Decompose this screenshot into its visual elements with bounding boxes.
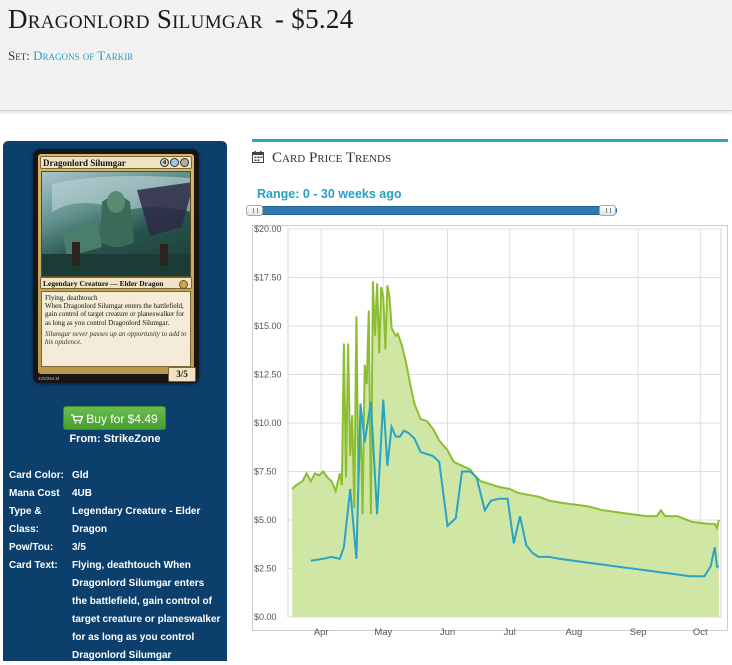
card-image-rules-1: Flying, deathtouch [45,294,98,302]
y-tick-label: $0.00 [254,612,277,622]
buy-button[interactable]: Buy for $4.49 [63,406,166,430]
card-image-pt: 3/5 [168,367,196,382]
mana-generic-icon: 4 [160,158,169,167]
range-slider-handle-start[interactable] [246,205,263,216]
card-name: Dragonlord Silumgar [8,4,263,34]
range-slider-handle-end[interactable] [599,205,616,216]
detail-value: Legendary Creature - Elder Dragon [72,506,201,535]
dragon-artwork [41,171,191,277]
detail-value: Gld [72,470,89,481]
card-collector-number: 220/264 M [38,376,60,381]
detail-label: Card Color: [9,470,64,481]
price-trends-panel: Card Price Trends Range: 0 - 30 weeks ag… [246,139,728,657]
y-tick-label: $17.50 [254,273,282,283]
shopping-cart-icon [71,414,84,424]
range-slider-track[interactable] [254,206,617,215]
set-label: Set: [8,48,30,63]
range-label: Range: 0 - 30 weeks ago [257,187,402,201]
calendar-icon [252,151,264,163]
card-image-flavor: Silumgar never passes up an opportunity … [45,329,187,347]
detail-row-type: Type & Class: Legendary Creature - Elder … [9,503,221,539]
y-tick-label: $20.00 [254,225,282,234]
section-title-text: Card Price Trends [272,150,392,166]
y-tick-label: $5.00 [254,515,277,525]
y-tick-label: $12.50 [254,370,282,380]
x-tick-label: Oct [693,627,708,638]
set-link[interactable]: Dragons of Tarkir [33,48,134,63]
section-title: Card Price Trends [252,150,391,167]
card-image-type-text: Legendary Creature — Elder Dragon [43,279,164,288]
card-frame: Dragonlord Silumgar 4 Legendar [38,154,194,374]
x-tick-label: Aug [565,627,582,638]
card-image-typeline: Legendary Creature — Elder Dragon [40,277,192,289]
section-divider [252,139,728,142]
detail-row-pow-tou: Pow/Tou: 3/5 [9,539,221,557]
detail-value: 3/5 [72,542,86,553]
card-details: Card Color: Gld Mana Cost 4UB Type & Class… [9,467,221,665]
y-tick-label: $10.00 [254,418,282,428]
detail-row-color: Card Color: Gld [9,467,221,485]
card-image-namebar: Dragonlord Silumgar 4 [40,156,192,169]
card-image: Dragonlord Silumgar 4 Legendar [33,149,199,383]
set-symbol-icon [179,280,188,289]
price-chart: $0.00 $2.50 $5.00 $7.50 $10.00 $12.50 $15.00 $1… [252,224,728,645]
price-area-fill [292,281,719,617]
seller-line: From: StrikeZone [69,433,161,445]
detail-label: Card Text: [9,560,58,571]
x-tick-label: Jul [504,627,516,638]
y-tick-label: $7.50 [254,467,277,477]
card-image-name: Dragonlord Silumgar [43,158,126,168]
dragon-art-illustration [42,176,190,276]
buy-button-label: Buy for $4.49 [86,412,158,426]
page-header: Dragonlord Silumgar - $5.24 Set: Dragons … [0,0,732,111]
set-line: Set: Dragons of Tarkir [8,48,133,64]
mana-black-icon [180,158,189,167]
y-tick-label: $2.50 [254,564,277,574]
detail-value: Flying, deathtouch When Dragonlord Silum… [72,560,221,661]
card-info-panel: Dragonlord Silumgar 4 Legendar [3,141,227,661]
detail-label: Type & Class: [9,506,42,535]
x-tick-label: Jun [440,627,455,638]
card-title: Dragonlord Silumgar - $5.24 [8,4,354,35]
detail-row-card-text: Card Text: Flying, deathtouch When Dragon… [9,557,221,665]
x-tick-label: May [374,627,392,638]
detail-value: 4UB [72,488,93,499]
price-series-line-green [291,281,720,531]
detail-label: Pow/Tou: [9,542,54,553]
y-tick-label: $15.00 [254,321,282,331]
detail-label: Mana Cost [9,488,60,499]
mana-blue-icon [170,158,179,167]
price-series-line-blue [310,399,719,578]
mana-cost-symbols: 4 [159,158,189,169]
card-price: - $5.24 [274,4,354,34]
card-image-rules-2: When Dragonlord Silumgar enters the batt… [45,302,185,327]
x-tick-label: Apr [314,627,329,638]
price-chart-svg: $0.00 $2.50 $5.00 $7.50 $10.00 $12.50 $15.00 $1… [252,224,728,638]
x-tick-label: Sep [630,627,647,638]
card-image-textbox: Flying, deathtouch When Dragonlord Silum… [41,291,191,367]
detail-row-mana-cost: Mana Cost 4UB [9,485,221,503]
